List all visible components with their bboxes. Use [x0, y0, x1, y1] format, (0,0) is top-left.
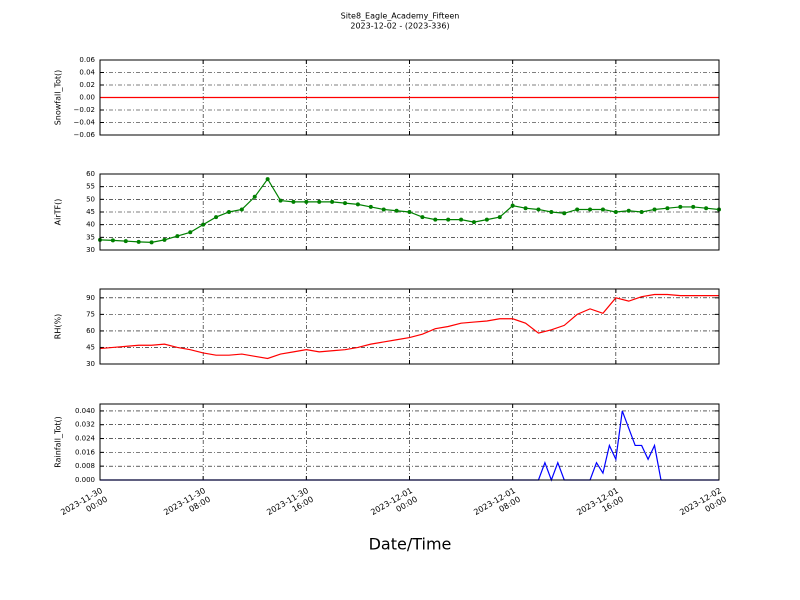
axes-frame: [99, 288, 720, 365]
y-tick-label: −0.02: [74, 106, 95, 114]
data-point: [575, 207, 580, 212]
data-point: [459, 217, 464, 222]
data-point: [678, 204, 683, 209]
y-tick-label: 0.016: [75, 448, 96, 456]
y-tick-label: −0.04: [74, 119, 96, 127]
y-tick-label: 45: [86, 208, 95, 216]
axes-frame: [99, 173, 720, 251]
axes-frame: [99, 403, 720, 481]
y-tick-label: 45: [86, 343, 95, 351]
data-point: [278, 198, 283, 203]
y-axis-label: AirTF(): [54, 199, 63, 226]
data-point: [536, 207, 541, 212]
y-tick-label: 40: [86, 221, 95, 229]
data-point: [368, 204, 373, 209]
data-point: [201, 222, 206, 227]
y-tick-label: 0.000: [75, 476, 95, 484]
y-tick-label: 0.008: [75, 462, 95, 470]
data-point: [549, 210, 554, 214]
data-point: [355, 202, 360, 207]
y-tick-label: 0.04: [79, 69, 95, 77]
data-point: [510, 203, 515, 208]
data-point: [330, 199, 335, 204]
x-axis-label: Date/Time: [369, 535, 452, 554]
data-point: [639, 210, 644, 214]
data-point: [562, 211, 567, 216]
data-point: [304, 199, 309, 204]
y-tick-label: 50: [86, 195, 95, 203]
data-line: [99, 293, 719, 360]
y-tick-label: 60: [86, 327, 95, 335]
y-tick-label: 55: [86, 183, 95, 191]
y-tick-label: 30: [86, 246, 95, 254]
data-point: [291, 199, 296, 204]
data-point: [123, 239, 128, 244]
y-tick-label: 30: [86, 360, 95, 368]
y-tick-label: 35: [86, 233, 95, 241]
data-point: [226, 210, 231, 214]
data-point: [136, 239, 141, 244]
data-point: [265, 177, 270, 182]
data-point: [188, 230, 193, 235]
y-tick-label: −0.06: [74, 131, 96, 139]
data-point: [433, 217, 438, 222]
data-point: [446, 217, 451, 222]
data-point: [381, 207, 386, 212]
data-point: [407, 210, 412, 214]
data-point: [652, 207, 657, 212]
data-point: [149, 240, 154, 245]
y-tick-label: 0.024: [75, 435, 96, 443]
data-point: [162, 237, 167, 242]
data-point: [317, 199, 322, 204]
y-axis-label: RH(%): [54, 314, 63, 339]
data-point: [600, 207, 605, 212]
y-tick-label: 60: [86, 170, 95, 178]
data-point: [626, 208, 631, 213]
data-point: [343, 201, 348, 206]
data-point: [394, 208, 399, 213]
data-point: [613, 210, 618, 214]
data-point: [588, 207, 593, 212]
y-tick-label: 90: [86, 294, 95, 302]
data-point: [497, 215, 502, 220]
title: Site8_Eagle_Academy_Fifteen: [341, 12, 460, 21]
y-axis-label: Rainfall_Tot(): [54, 416, 63, 468]
data-point: [252, 194, 257, 199]
y-tick-label: 0.00: [79, 94, 95, 102]
y-tick-label: 75: [86, 310, 95, 318]
subtitle: 2023-12-02 - (2023-336): [350, 22, 449, 31]
data-point: [523, 206, 528, 211]
data-point: [239, 207, 244, 212]
y-tick-label: 0.040: [75, 407, 95, 415]
data-point: [665, 206, 670, 211]
data-point: [175, 234, 180, 239]
y-tick-label: 0.032: [75, 421, 95, 429]
y-axis-label: Snowfall_Tot(): [54, 70, 63, 126]
data-point: [471, 220, 476, 225]
data-point: [691, 204, 696, 209]
data-point: [420, 215, 425, 220]
y-tick-label: 0.06: [79, 56, 95, 64]
axes-frame: [99, 59, 720, 136]
data-point: [110, 238, 115, 243]
y-tick-label: 0.02: [79, 81, 95, 89]
data-point: [704, 206, 709, 211]
data-point: [214, 215, 219, 220]
data-point: [484, 217, 489, 222]
